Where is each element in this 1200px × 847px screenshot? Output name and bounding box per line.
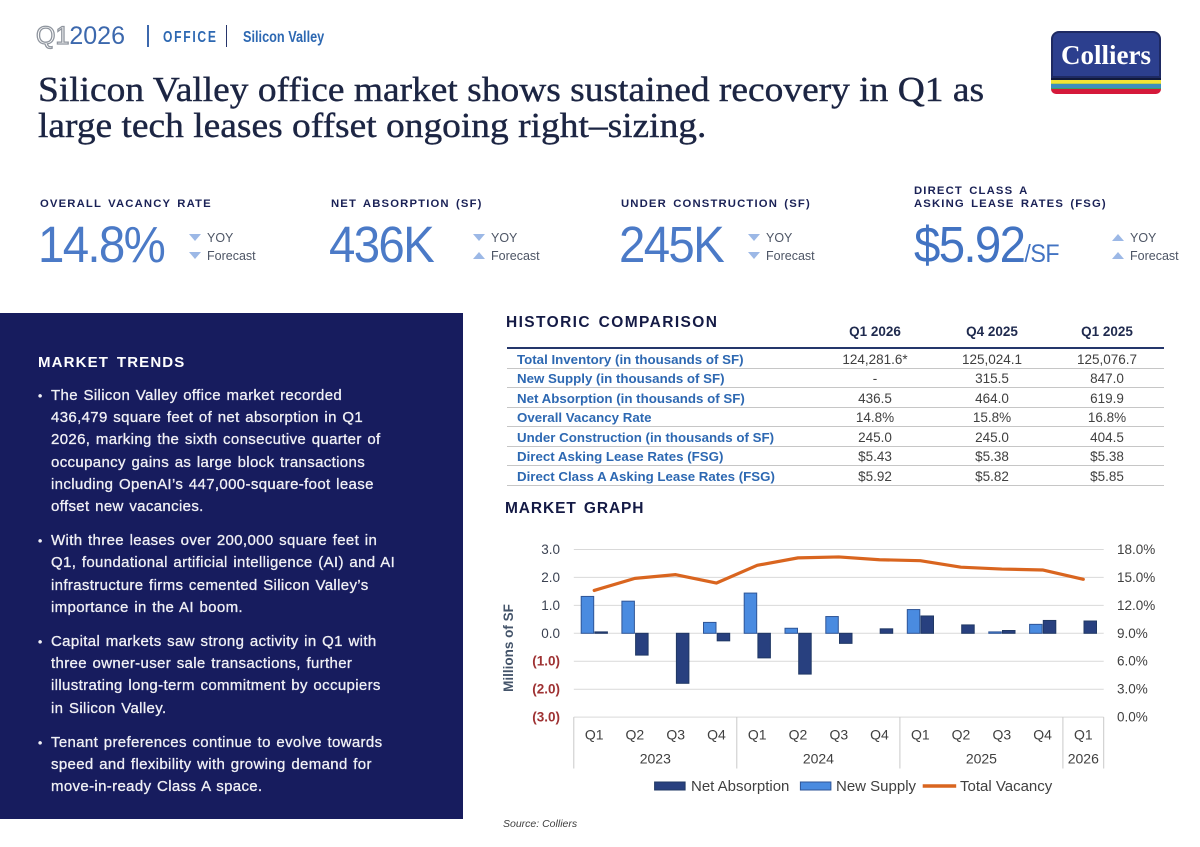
svg-text:6.0%: 6.0%	[1117, 654, 1148, 669]
svg-text:Net Absorption: Net Absorption	[691, 778, 789, 795]
svg-text:Q1: Q1	[911, 727, 930, 743]
svg-text:Q3: Q3	[992, 727, 1011, 743]
svg-text:0.0%: 0.0%	[1117, 710, 1148, 725]
svg-text:Q1: Q1	[1074, 727, 1093, 743]
svg-text:12.0%: 12.0%	[1117, 598, 1155, 613]
svg-text:3.0%: 3.0%	[1117, 682, 1148, 697]
svg-text:2023: 2023	[640, 751, 671, 767]
svg-text:Q1: Q1	[748, 727, 767, 743]
svg-text:Q2: Q2	[789, 727, 808, 743]
svg-text:2026: 2026	[1068, 751, 1099, 767]
svg-text:Q1: Q1	[585, 727, 604, 743]
svg-text:Q3: Q3	[666, 727, 685, 743]
svg-text:Q2: Q2	[952, 727, 971, 743]
svg-text:Q4: Q4	[1033, 727, 1052, 743]
svg-text:(2.0): (2.0)	[532, 682, 560, 697]
svg-text:(3.0): (3.0)	[532, 710, 560, 725]
svg-text:Millions of SF: Millions of SF	[501, 604, 516, 692]
svg-text:Q4: Q4	[707, 727, 726, 743]
svg-text:Q2: Q2	[626, 727, 645, 743]
svg-text:9.0%: 9.0%	[1117, 626, 1148, 641]
svg-text:1.0: 1.0	[541, 598, 560, 613]
svg-text:Total Vacancy: Total Vacancy	[960, 778, 1053, 795]
svg-text:0.0: 0.0	[541, 626, 560, 641]
svg-text:Q3: Q3	[829, 727, 848, 743]
svg-text:18.0%: 18.0%	[1117, 542, 1155, 557]
svg-text:Q4: Q4	[870, 727, 889, 743]
svg-text:3.0: 3.0	[541, 542, 560, 557]
svg-text:2.0: 2.0	[541, 570, 560, 585]
svg-text:2025: 2025	[966, 751, 997, 767]
svg-text:15.0%: 15.0%	[1117, 570, 1155, 585]
svg-text:New Supply: New Supply	[836, 778, 917, 795]
svg-text:2024: 2024	[803, 751, 834, 767]
svg-text:(1.0): (1.0)	[532, 654, 560, 669]
